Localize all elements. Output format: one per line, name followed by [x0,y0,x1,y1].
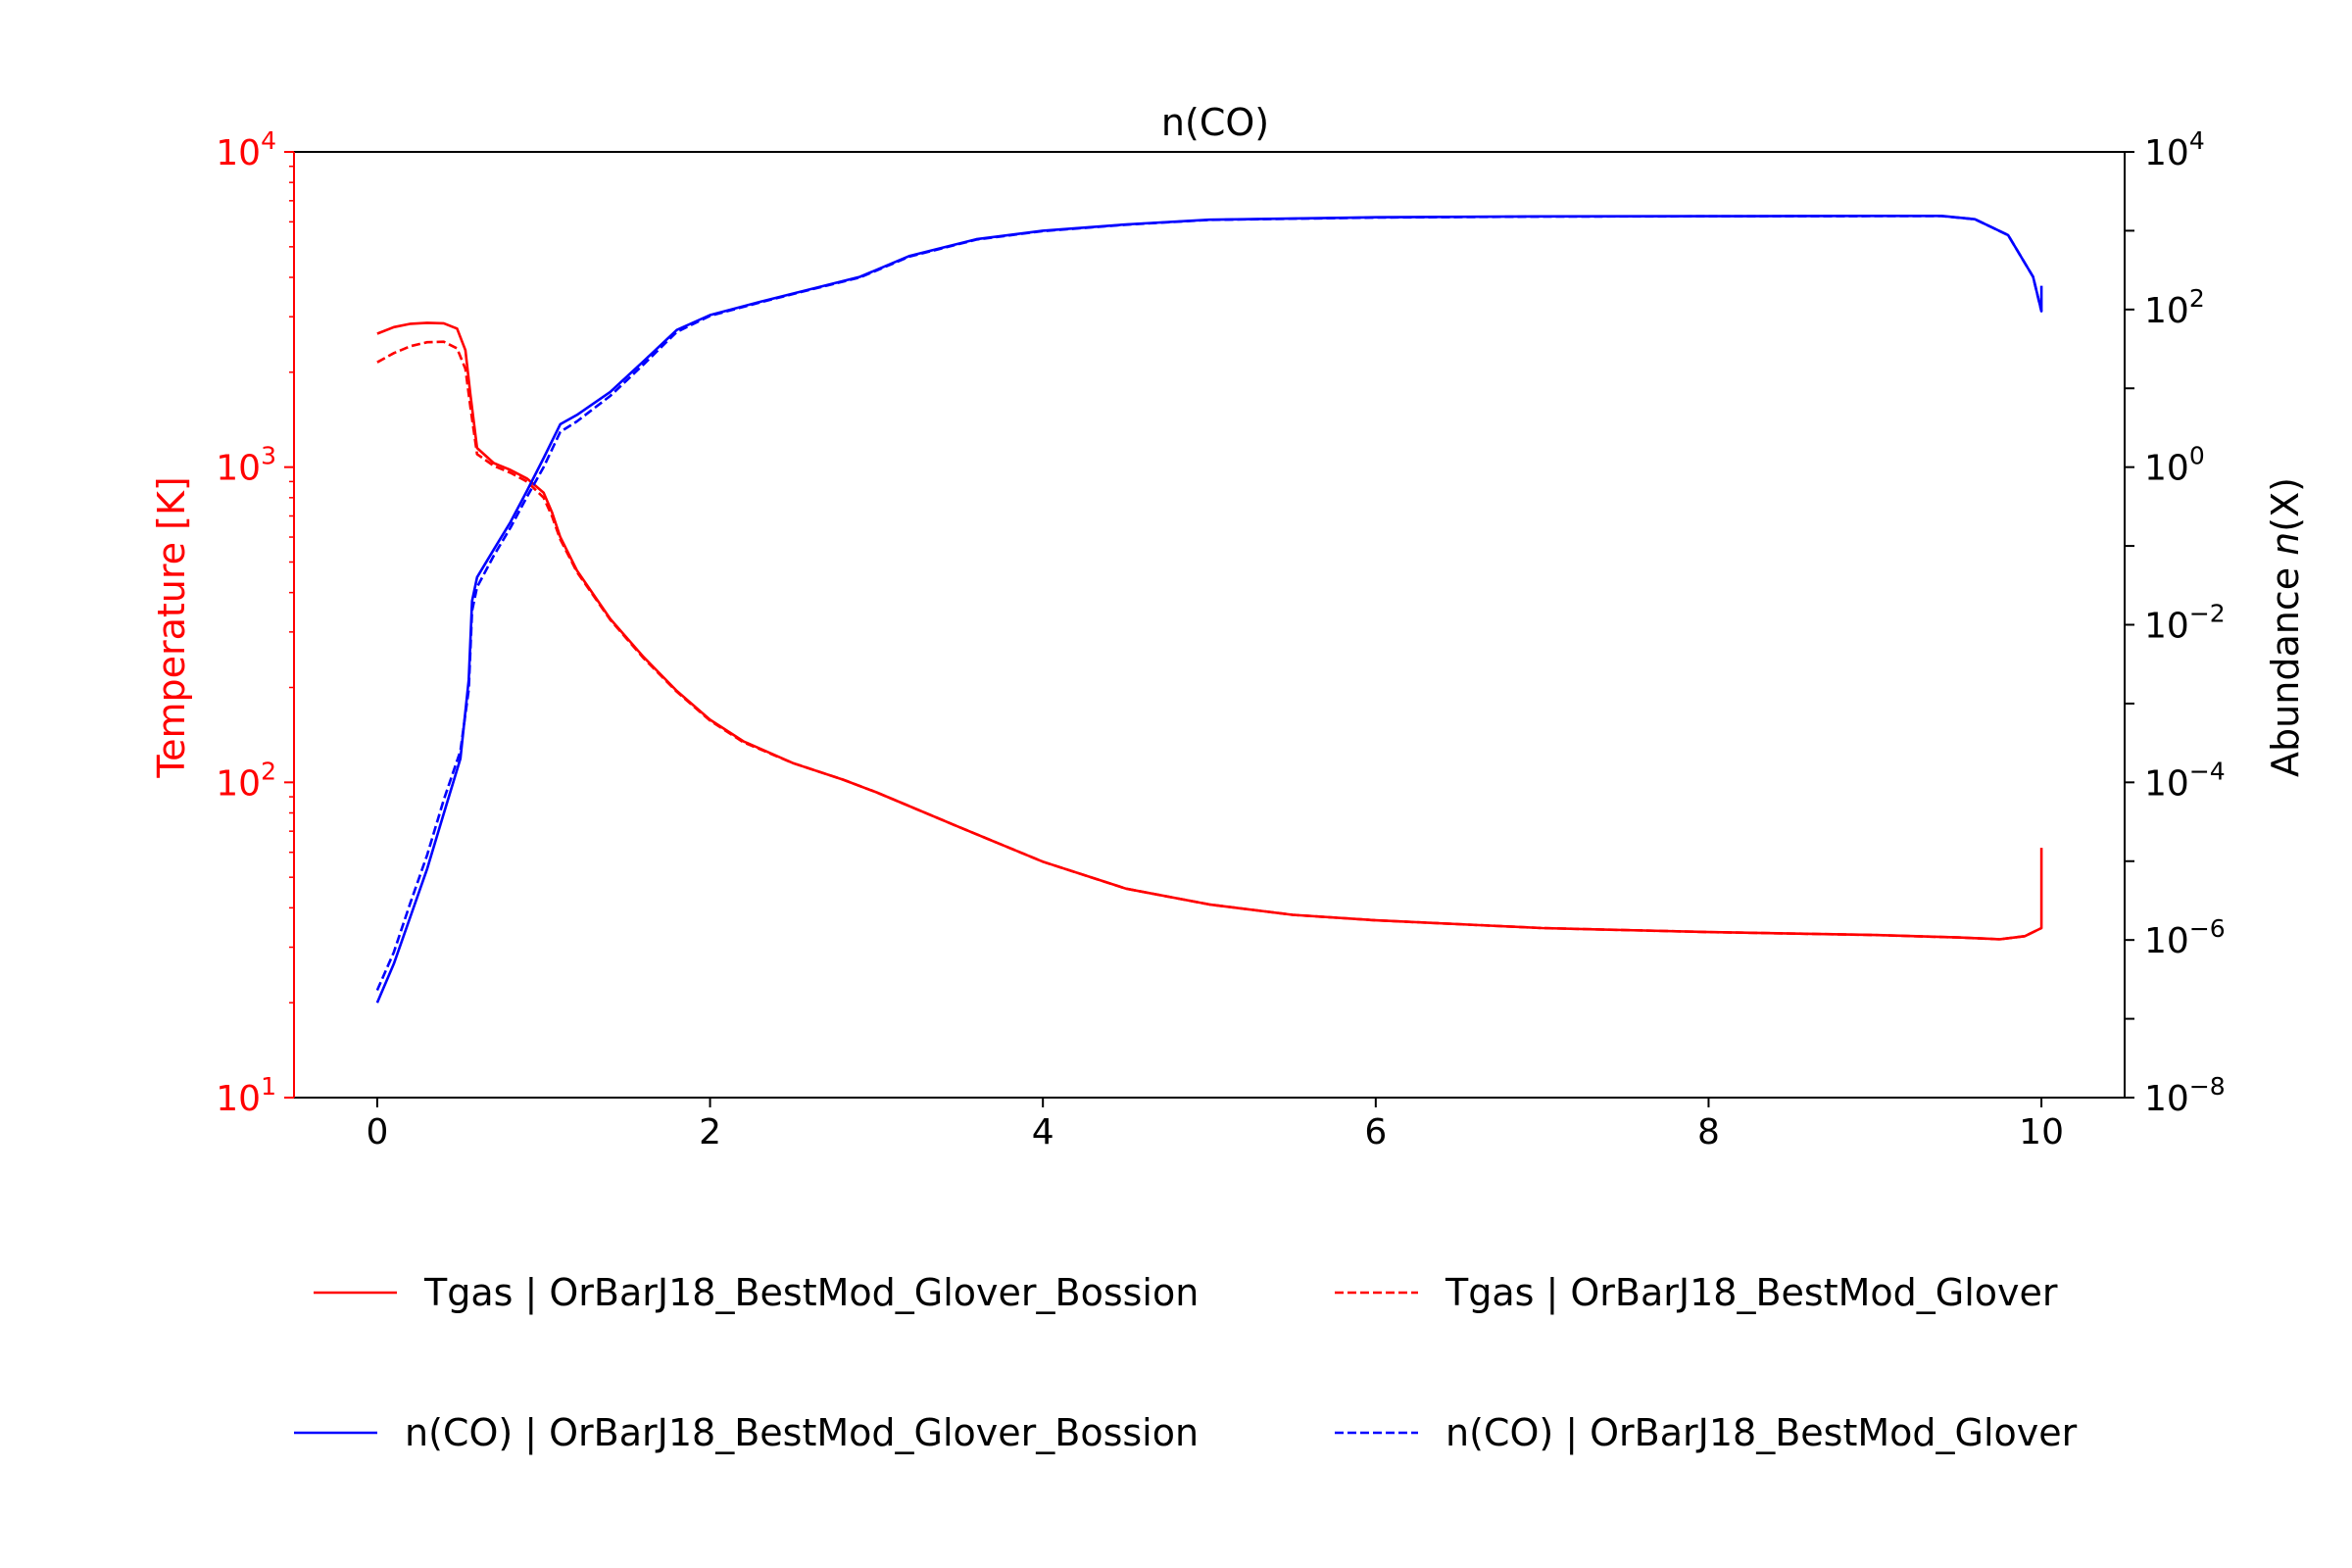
legend-entry-tgas-glover: Tgas | OrBarJ18_BestMod_Glover [1335,1271,2058,1315]
x-tick-label: 8 [1697,1112,1720,1152]
left-tick-label: 101 [216,1072,276,1119]
series-line-1 [376,340,2042,941]
left-tick-label: 103 [216,442,276,489]
series-line-3 [375,215,2043,992]
x-tick-label: 6 [1364,1112,1387,1152]
left-axis-label: Temperature [K] [150,476,193,778]
chart-title: n(CO) [1161,101,1269,144]
right-tick-label: 100 [2144,442,2205,489]
x-tick-label: 4 [1032,1112,1054,1152]
series-line-0 [376,321,2043,941]
legend-label-tgas-bossion: Tgas | OrBarJ18_BestMod_Glover_Bossion [423,1271,1199,1315]
left-tick-label: 102 [216,757,276,804]
legend-label-nco-glover: n(CO) | OrBarJ18_BestMod_Glover [1446,1411,2078,1455]
left-tick-label: 104 [216,126,276,173]
right-tick-label: 102 [2144,284,2205,331]
right-tick-label: 10−8 [2144,1072,2226,1119]
legend-entry-tgas-bossion: Tgas | OrBarJ18_BestMod_Glover_Bossion [314,1271,1199,1315]
axes-layer: 0 2 4 6 8 10 101 102 103 104 10−8 10−6 10−4 10−2 100 10… [216,126,2225,1152]
right-tick-label: 10−4 [2144,757,2226,804]
right-axis-label-end: (X) [2264,477,2307,532]
legend-label-tgas-glover: Tgas | OrBarJ18_BestMod_Glover [1445,1271,2058,1315]
right-axis-label: Abundance n(X) [2264,477,2307,777]
x-tick-label: 0 [366,1112,388,1152]
right-axis-label-text: Abundance [2264,556,2307,777]
series-layer [375,215,2043,1004]
x-tick-label: 10 [2019,1112,2064,1152]
right-axis-label-italic: n [2264,532,2307,556]
legend-label-nco-bossion: n(CO) | OrBarJ18_BestMod_Glover_Bossion [405,1411,1199,1455]
right-tick-label: 10−6 [2144,914,2226,961]
legend: Tgas | OrBarJ18_BestMod_Glover_Bossion T… [294,1271,2078,1455]
legend-entry-nco-bossion: n(CO) | OrBarJ18_BestMod_Glover_Bossion [294,1411,1199,1455]
x-tick-label: 2 [699,1112,721,1152]
right-tick-label: 104 [2144,126,2205,173]
right-tick-label: 10−2 [2144,600,2226,647]
legend-entry-nco-glover: n(CO) | OrBarJ18_BestMod_Glover [1335,1411,2078,1455]
